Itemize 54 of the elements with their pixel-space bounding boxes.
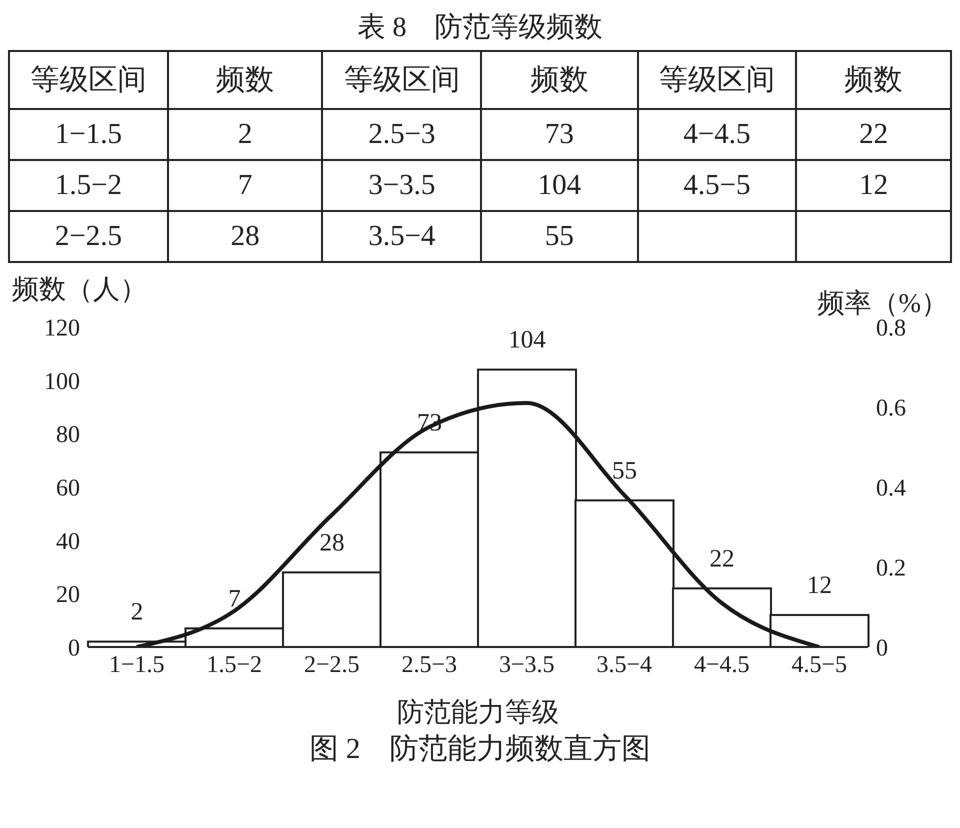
text: 频数	[530, 64, 588, 96]
category-label: 2.5−3	[368, 118, 436, 150]
y2-tick-label: 0	[876, 636, 888, 662]
x-tick-label: 1.5−2	[206, 652, 262, 678]
text: 73	[481, 109, 638, 160]
data-label: 22	[710, 545, 734, 572]
data-label: 2	[130, 598, 144, 626]
text: 12	[796, 160, 951, 211]
y2-tick-label: 0.4	[876, 476, 906, 502]
text: 22	[796, 109, 951, 160]
text: 图 2 防范能力频数直方图	[308, 732, 652, 767]
y-tick-label: 0	[68, 636, 80, 662]
x-axis-title: 防范能力等级	[397, 697, 559, 727]
x-tick-label: 3.5−4	[596, 652, 652, 678]
text: 7	[168, 160, 322, 211]
data-label: 28	[320, 529, 344, 556]
x-tick-label: 1−1.5	[108, 652, 165, 678]
text: 等级区间	[9, 51, 168, 109]
x-tick-label: 4−4.5	[694, 652, 750, 678]
x-tick-label: 3−3.5	[498, 652, 555, 678]
category-label: 2−2.5	[54, 220, 122, 252]
text: 28	[168, 211, 322, 262]
y-tick-label: 40	[56, 528, 80, 555]
text: 表 8 防范等级频数	[356, 11, 604, 45]
data-label: 104	[508, 326, 546, 354]
text: 频数	[168, 51, 322, 109]
y2-tick-label: 0.8	[876, 316, 906, 342]
data-label: 12	[807, 572, 832, 599]
category-label: 4.5−5	[683, 169, 750, 201]
y2-tick-label: 0.6	[876, 396, 906, 422]
category-label: 3−3.5	[368, 169, 436, 201]
category-label: 1−1.5	[54, 118, 122, 150]
text: 频数	[844, 64, 903, 96]
category-label: 4−4.5	[683, 118, 750, 150]
category-label: 3.5−4	[368, 220, 436, 252]
text: 等级区间	[344, 64, 460, 96]
y-tick-label: 60	[56, 476, 80, 502]
y-tick-label: 20	[56, 582, 80, 608]
y2-tick-label: 0.2	[876, 556, 906, 582]
text: 104	[481, 160, 638, 211]
text: 等级区间	[658, 64, 775, 96]
x-tick-label: 4.5−5	[791, 652, 848, 678]
x-tick-label: 2.5−3	[401, 652, 458, 678]
text: 55	[481, 211, 638, 262]
category-label: 1.5−2	[54, 169, 122, 201]
y2-axis-title: 频率（%）	[818, 287, 948, 318]
y-tick-label: 100	[44, 368, 80, 395]
y-axis-title: 频数（人）	[12, 273, 147, 306]
y-tick-label: 80	[56, 422, 80, 448]
data-label: 7	[228, 585, 241, 612]
y-tick-label: 120	[44, 316, 80, 342]
x-tick-label: 2−2.5	[304, 652, 360, 678]
data-label: 55	[612, 457, 637, 484]
text: 2	[168, 109, 322, 160]
